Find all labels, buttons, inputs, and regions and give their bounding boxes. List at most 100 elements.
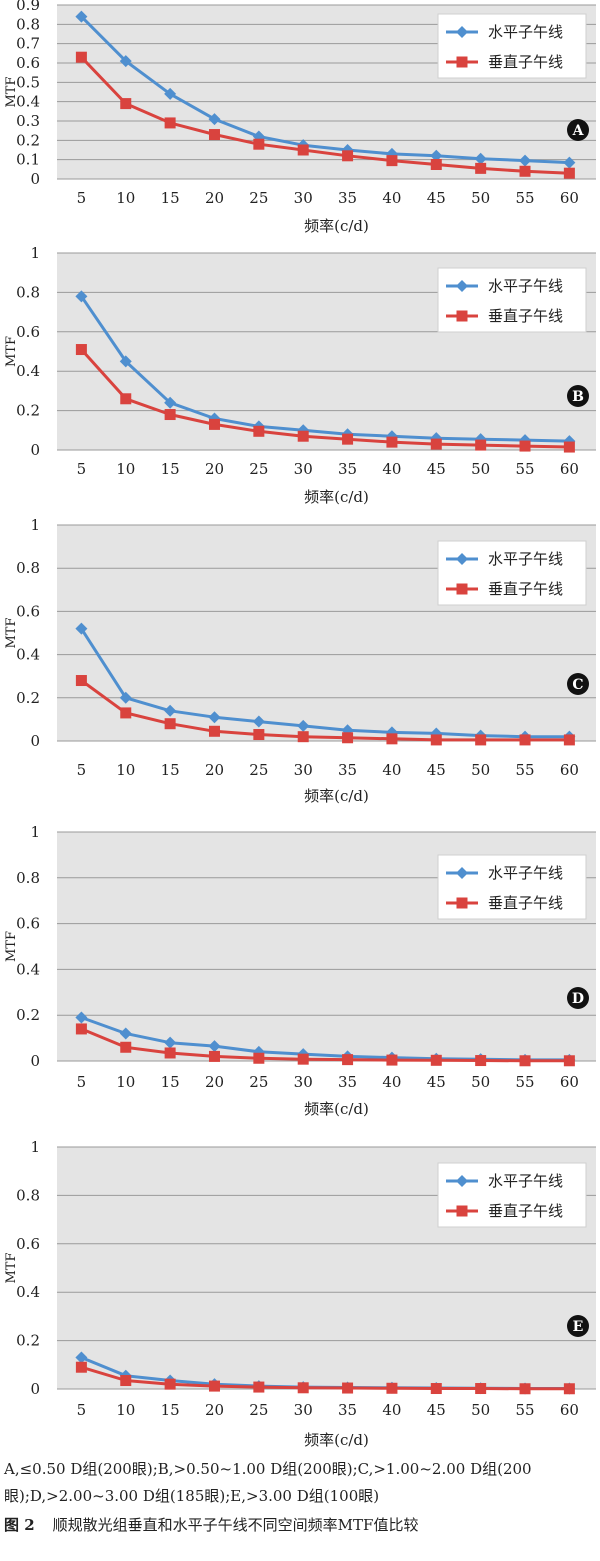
- data-point-horizontal: [75, 290, 88, 303]
- x-tick-label: 55: [515, 189, 534, 207]
- series-line-horizontal: [80, 295, 570, 443]
- data-point-vertical: [208, 129, 220, 141]
- data-point-vertical: [563, 441, 575, 453]
- x-tick-label: 45: [427, 460, 446, 478]
- data-point-vertical: [342, 433, 354, 445]
- x-tick-label: 25: [249, 1401, 268, 1419]
- x-axis-label: 频率(c/d): [304, 1100, 369, 1118]
- y-tick-label: 0.2: [16, 402, 40, 420]
- y-axis-label: MTF: [4, 617, 19, 648]
- y-tick-label: 0.7: [16, 35, 40, 53]
- data-point-horizontal: [208, 113, 221, 126]
- data-point-vertical: [164, 718, 176, 730]
- data-point-vertical: [475, 734, 487, 746]
- data-point-vertical: [297, 430, 309, 442]
- figure-caption: 图 2 顺规散光组垂直和水平子午线不同空间频率MTF值比较: [4, 1512, 596, 1539]
- y-tick-label: 0.2: [16, 131, 40, 149]
- data-point-horizontal: [164, 87, 177, 100]
- x-tick-label: 60: [560, 761, 579, 779]
- x-tick-label: 50: [471, 761, 490, 779]
- y-tick-label: 0.8: [16, 15, 40, 33]
- series-line-vertical: [80, 679, 570, 742]
- data-point-vertical: [475, 1055, 487, 1067]
- series-line-horizontal: [80, 15, 570, 165]
- legend-label: 垂直子午线: [488, 580, 563, 598]
- y-tick-label: 0: [30, 441, 40, 459]
- data-point-horizontal: [297, 719, 310, 732]
- series-line-vertical: [80, 1365, 570, 1391]
- x-tick-label: 30: [294, 1073, 313, 1091]
- data-point-vertical: [120, 98, 132, 110]
- x-tick-label: 15: [161, 460, 180, 478]
- y-tick-label: 0.8: [16, 1186, 40, 1204]
- panel-label-badge: [567, 119, 589, 141]
- data-point-vertical: [519, 165, 531, 177]
- x-tick-label: 5: [77, 1073, 87, 1091]
- data-point-vertical: [120, 393, 132, 405]
- chart-panel-B: 0 0.2 0.4 0.6 0.8 1 MTF 5 10 15 20 25 30 35 40 45 50 55 60…: [4, 244, 596, 506]
- x-tick-label: 20: [205, 460, 224, 478]
- y-tick-label: 0.1: [16, 151, 40, 169]
- data-point-horizontal: [519, 154, 532, 167]
- y-tick-label: 0.4: [16, 646, 40, 664]
- y-tick-label: 0.4: [16, 960, 40, 978]
- legend-marker: [456, 310, 468, 322]
- x-tick-label: 10: [116, 189, 135, 207]
- y-tick-label: 0.6: [16, 1235, 40, 1253]
- chart-panel-D: 0 0.2 0.4 0.6 0.8 1 MTF 5 10 15 20 25 30 35 40 45 50 55 60…: [4, 823, 596, 1118]
- y-tick-label: 0.4: [16, 1283, 40, 1301]
- x-tick-label: 25: [249, 1073, 268, 1091]
- x-tick-label: 60: [560, 189, 579, 207]
- x-tick-label: 55: [515, 761, 534, 779]
- data-point-vertical: [430, 1383, 442, 1395]
- data-point-vertical: [563, 1383, 575, 1395]
- y-tick-label: 0.8: [16, 283, 40, 301]
- chart-panel-A: 00.1 0.20.30.4 0.50.60.7 0.80.9 MTF 5 10 15 20 25…: [4, 0, 596, 235]
- legend-label: 水平子午线: [488, 550, 563, 568]
- y-axis-label: MTF: [4, 336, 19, 367]
- x-tick-label: 20: [205, 1401, 224, 1419]
- data-point-horizontal: [252, 715, 265, 728]
- data-point-horizontal: [75, 10, 88, 23]
- chart-panel-C: 0 0.2 0.4 0.6 0.8 1 MTF 5 10 15 20 25 30 35 40 45 50 55 60…: [4, 516, 596, 805]
- series-line-vertical: [80, 348, 570, 449]
- x-tick-label: 50: [471, 460, 490, 478]
- panel-label-badge: [567, 1315, 589, 1337]
- panel-label: A: [572, 123, 585, 139]
- x-tick-label: 55: [515, 460, 534, 478]
- x-tick-label: 15: [161, 1401, 180, 1419]
- data-point-vertical: [430, 438, 442, 450]
- x-tick-label: 5: [77, 761, 87, 779]
- legend-label: 水平子午线: [488, 1172, 563, 1190]
- data-point-vertical: [164, 1378, 176, 1390]
- data-point-vertical: [519, 1383, 531, 1395]
- x-tick-label: 35: [338, 189, 357, 207]
- legend-label: 垂直子午线: [488, 1202, 563, 1220]
- data-point-vertical: [208, 418, 220, 430]
- x-axis-label: 频率(c/d): [304, 217, 369, 235]
- data-point-vertical: [386, 1054, 398, 1066]
- x-tick-label: 5: [77, 189, 87, 207]
- data-point-vertical: [519, 734, 531, 746]
- data-point-vertical: [208, 1380, 220, 1392]
- x-tick-label: 10: [116, 1401, 135, 1419]
- x-tick-label: 50: [471, 1073, 490, 1091]
- x-tick-label: 60: [560, 1073, 579, 1091]
- data-point-vertical: [120, 707, 132, 719]
- y-tick-label: 0: [30, 170, 40, 188]
- x-tick-label: 25: [249, 189, 268, 207]
- legend-marker: [456, 26, 468, 38]
- panel-label: D: [572, 991, 584, 1007]
- data-point-vertical: [475, 439, 487, 451]
- panel-label-badge: [567, 673, 589, 695]
- data-point-vertical: [75, 1361, 87, 1373]
- data-point-vertical: [253, 425, 265, 437]
- series-line-vertical: [80, 1027, 570, 1063]
- y-tick-label: 0: [30, 732, 40, 750]
- legend-marker: [456, 583, 468, 595]
- y-tick-label: 0.2: [16, 1006, 40, 1024]
- x-tick-label: 25: [249, 761, 268, 779]
- figure-number: 图 2: [4, 1516, 35, 1534]
- data-point-horizontal: [119, 55, 132, 68]
- data-point-vertical: [75, 51, 87, 63]
